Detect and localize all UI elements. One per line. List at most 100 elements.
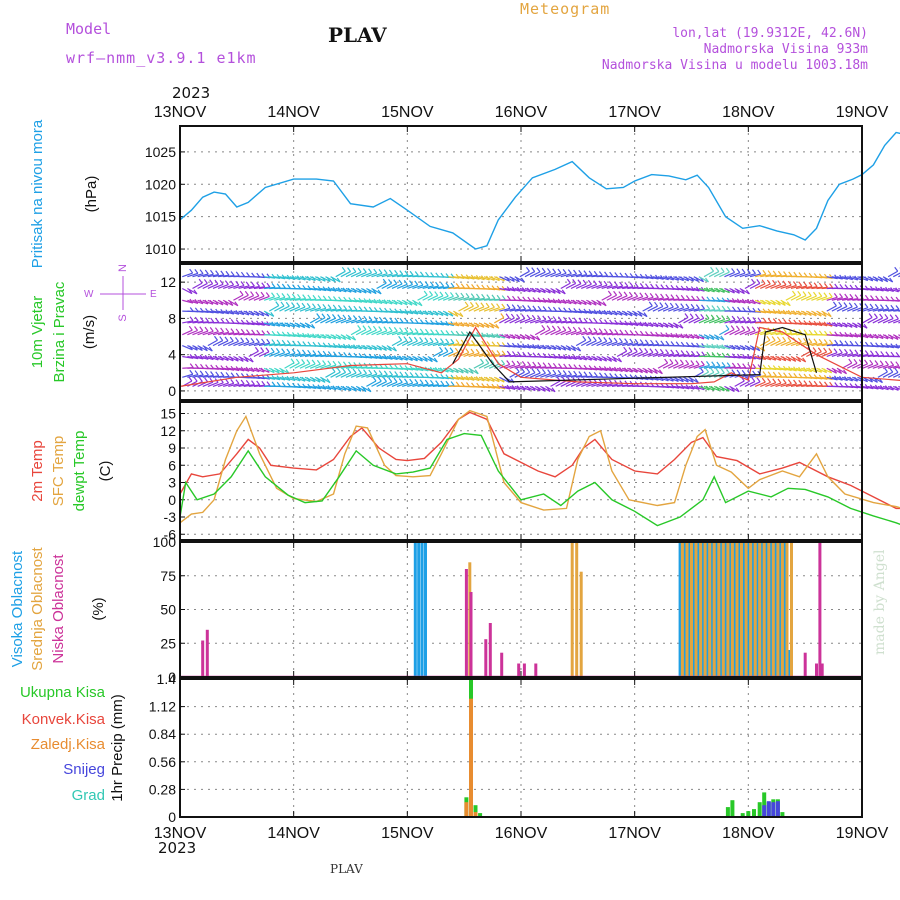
wind-barb: [345, 385, 357, 392]
wind-barb: [749, 299, 761, 305]
wind-barb-tick: [404, 270, 409, 276]
bar-niska-oblacnost: [534, 663, 538, 677]
wind-barb: [831, 305, 842, 312]
wind-barb-tick: [465, 283, 470, 289]
wind-barb-tick: [751, 377, 756, 382]
wind-barb-tick: [639, 292, 644, 298]
wind-barb-tick: [598, 336, 602, 342]
wind-barb-tick: [731, 369, 736, 374]
wind-barb-tick: [378, 268, 383, 274]
wind-barb-tick: [367, 325, 372, 331]
wind-barb: [228, 383, 240, 387]
wind-barb-tick: [720, 368, 725, 374]
wind-barb-tick: [194, 326, 199, 331]
bar-srednja-oblacnost: [570, 542, 574, 677]
wind-barb: [381, 299, 393, 305]
wind-barb-tick: [567, 326, 572, 332]
wind-barb-tick: [413, 336, 418, 342]
wind-barb-tick: [731, 306, 736, 312]
wind-barb-tick: [312, 294, 317, 300]
wind-barb-tick: [496, 350, 501, 355]
wind-barb: [263, 367, 275, 374]
model-elevation-label: Nadmorska Visina u modelu 1003.18m: [601, 58, 868, 73]
wind-barb: [877, 317, 889, 324]
wind-barb-tick: [741, 369, 746, 375]
y-tick-label: 0: [168, 492, 176, 508]
wind-barb-tick: [455, 292, 460, 298]
wind-barb: [627, 351, 638, 358]
wind-barb: [882, 276, 893, 283]
wind-barb: [591, 284, 603, 290]
wind-barb: [714, 345, 725, 350]
wind-barb: [606, 383, 618, 387]
wind-barb: [381, 273, 393, 278]
wind-barb: [714, 287, 725, 293]
wind-barb-tick: [230, 379, 235, 384]
wind-barb: [417, 284, 429, 290]
wind-barb: [499, 385, 511, 390]
wind-barb-tick: [491, 349, 496, 355]
wind-barb: [785, 294, 796, 301]
wind-barb: [315, 287, 327, 292]
wind-barb-tick: [691, 295, 696, 301]
wind-barb: [627, 367, 638, 373]
wind-barb: [576, 273, 588, 278]
x-tick-label-bottom: 18NOV: [722, 825, 775, 842]
wind-barb-tick: [684, 313, 689, 318]
wind-barb: [202, 345, 213, 352]
bar-srednja-oblacnost: [740, 542, 743, 677]
wind-barb-tick: [251, 329, 256, 335]
wind-barb: [483, 363, 495, 369]
wind-barb: [233, 332, 245, 336]
wind-barb: [442, 351, 454, 358]
wind-barb: [657, 297, 669, 301]
wind-barb: [294, 376, 306, 382]
wind-barb: [258, 376, 270, 380]
wind-barb: [504, 364, 516, 369]
wind-barb-tick: [281, 293, 286, 298]
wind-barb: [514, 276, 525, 283]
wind-barb-tick: [587, 336, 592, 341]
wind-barb: [386, 381, 398, 387]
wind-barb-tick: [520, 367, 525, 373]
bar-visoka-oblacnost: [424, 542, 427, 677]
wind-barb-tick: [721, 361, 726, 367]
wind-barb-tick: [558, 363, 563, 368]
wind-barb-tick: [230, 280, 235, 286]
wind-barb: [545, 272, 556, 278]
wind-barb: [836, 352, 848, 358]
wind-barb: [182, 355, 194, 359]
wind-barb: [632, 342, 644, 347]
wind-barb: [642, 296, 654, 301]
wind-barb-tick: [251, 380, 255, 385]
y-tick-label: 0: [168, 383, 176, 399]
wind-barb: [304, 276, 316, 282]
wind-barb: [560, 299, 572, 305]
wind-barb-tick: [383, 377, 388, 382]
wind-barb: [550, 329, 561, 336]
wind-barb: [780, 310, 792, 315]
wind-barb: [534, 385, 546, 392]
wind-barb: [315, 276, 326, 282]
wind-barb: [550, 380, 561, 387]
y-tick-label: -3: [164, 509, 177, 525]
wind-barb: [693, 287, 705, 292]
wind-barb-tick: [832, 301, 837, 307]
wind-barb-tick: [725, 267, 730, 273]
wind-barb-tick: [531, 314, 536, 320]
wind-barb: [811, 367, 822, 373]
wind-barb: [514, 364, 526, 369]
wind-barb-tick: [245, 281, 250, 287]
wind-barb: [366, 373, 378, 378]
wind-barb: [887, 270, 899, 278]
wind-barb: [381, 374, 393, 378]
wind-barb-tick: [480, 302, 485, 308]
wind-barb: [841, 376, 853, 382]
wind-barb: [253, 350, 264, 358]
wind-barb: [514, 308, 526, 312]
wind-barb: [386, 283, 398, 290]
wind-barb: [314, 317, 326, 324]
wind-barb-tick: [726, 306, 731, 311]
wind-barb-tick: [373, 316, 378, 322]
wind-barb: [315, 385, 327, 390]
